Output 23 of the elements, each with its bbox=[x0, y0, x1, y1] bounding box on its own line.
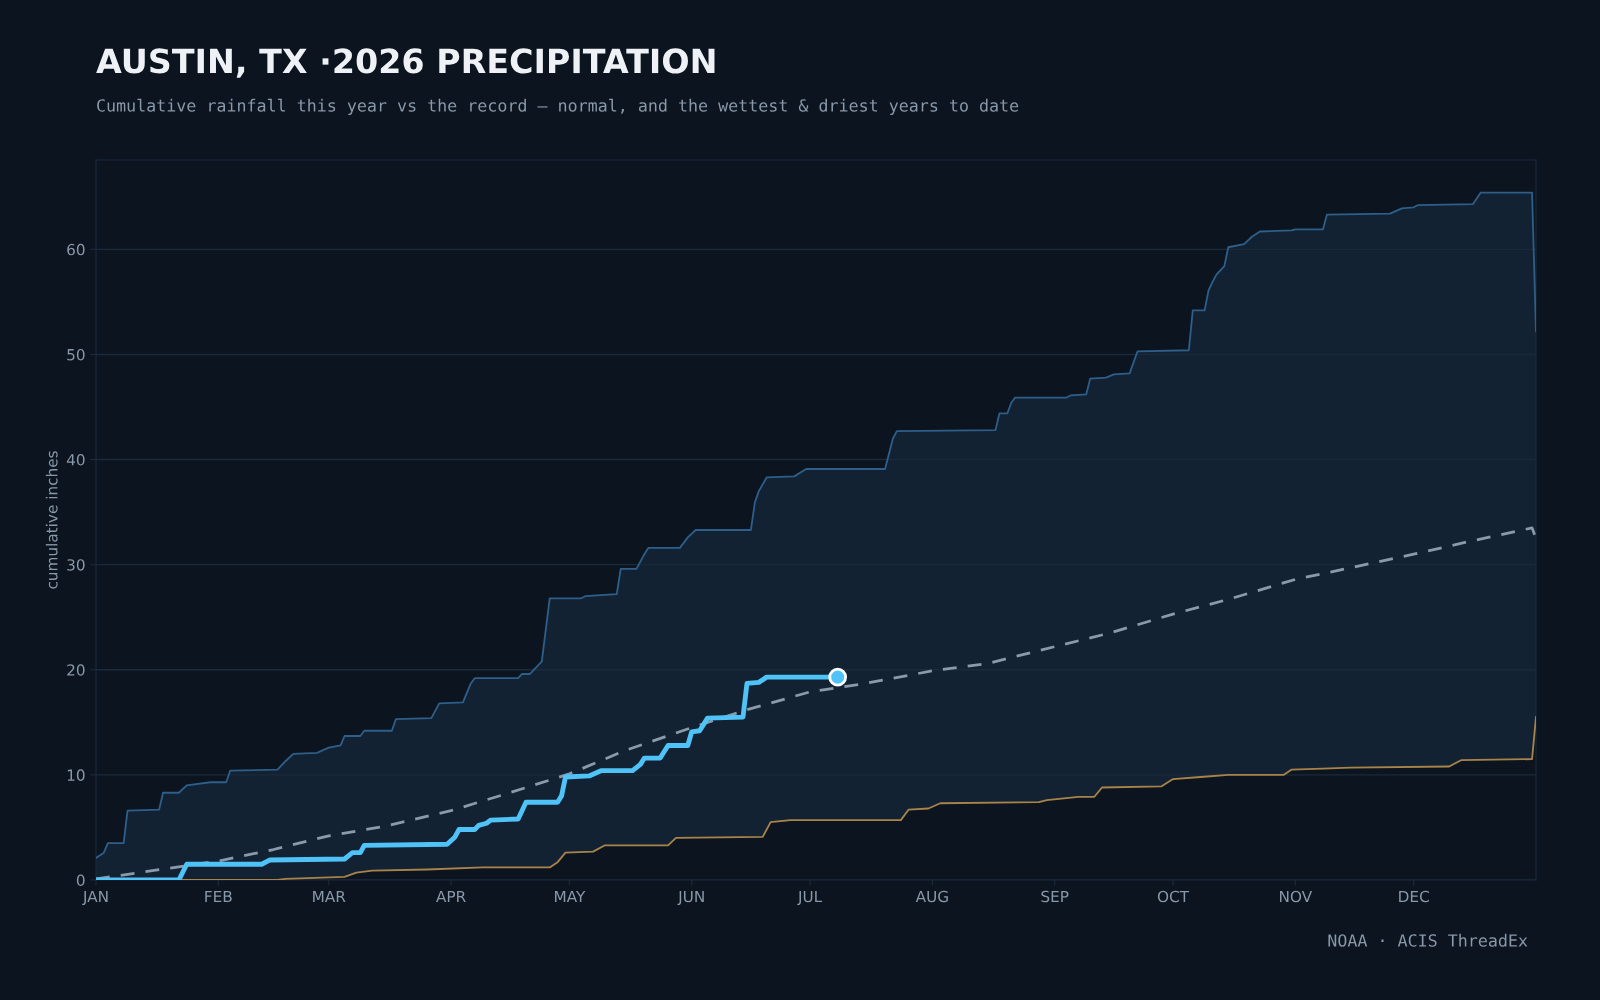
y-axis-title: cumulative inches bbox=[45, 451, 58, 589]
x-tick-label: FEB bbox=[205, 890, 232, 903]
y-tick-label: 50 bbox=[67, 348, 85, 361]
x-tick-label: DEC bbox=[1399, 890, 1429, 903]
text: NOAA · ACIS ThreadEx bbox=[1328, 933, 1528, 947]
chart-subtitle: Cumulative rainfall this year vs the record — normal, and the wettest & driest years to date bbox=[97, 98, 1019, 115]
x-tick-label: JUN bbox=[677, 890, 704, 906]
x-tick-label: JUL bbox=[797, 890, 823, 906]
y-tick-label: 30 bbox=[67, 559, 85, 571]
y-tick-label: 60 bbox=[67, 243, 85, 256]
x-tick-label: MAY bbox=[555, 890, 586, 903]
x-tick-label: JAN bbox=[82, 890, 108, 906]
y-tick-label: 0 bbox=[76, 874, 85, 887]
x-tick-label: APR bbox=[436, 890, 466, 903]
x-tick-label: MAR bbox=[313, 890, 346, 903]
chart-title: AUSTIN, TX ·2026 PRECIPITATION bbox=[96, 48, 715, 78]
y-tick-label: 10 bbox=[67, 769, 85, 781]
y-tick-label: 20 bbox=[67, 664, 85, 676]
y-tick-label: 40 bbox=[66, 454, 85, 466]
x-tick-label: NOV bbox=[1280, 890, 1313, 903]
x-tick-label: AUG bbox=[915, 890, 948, 903]
x-tick-label: OCT bbox=[1157, 890, 1190, 903]
x-tick-label: SEP bbox=[1041, 890, 1069, 903]
